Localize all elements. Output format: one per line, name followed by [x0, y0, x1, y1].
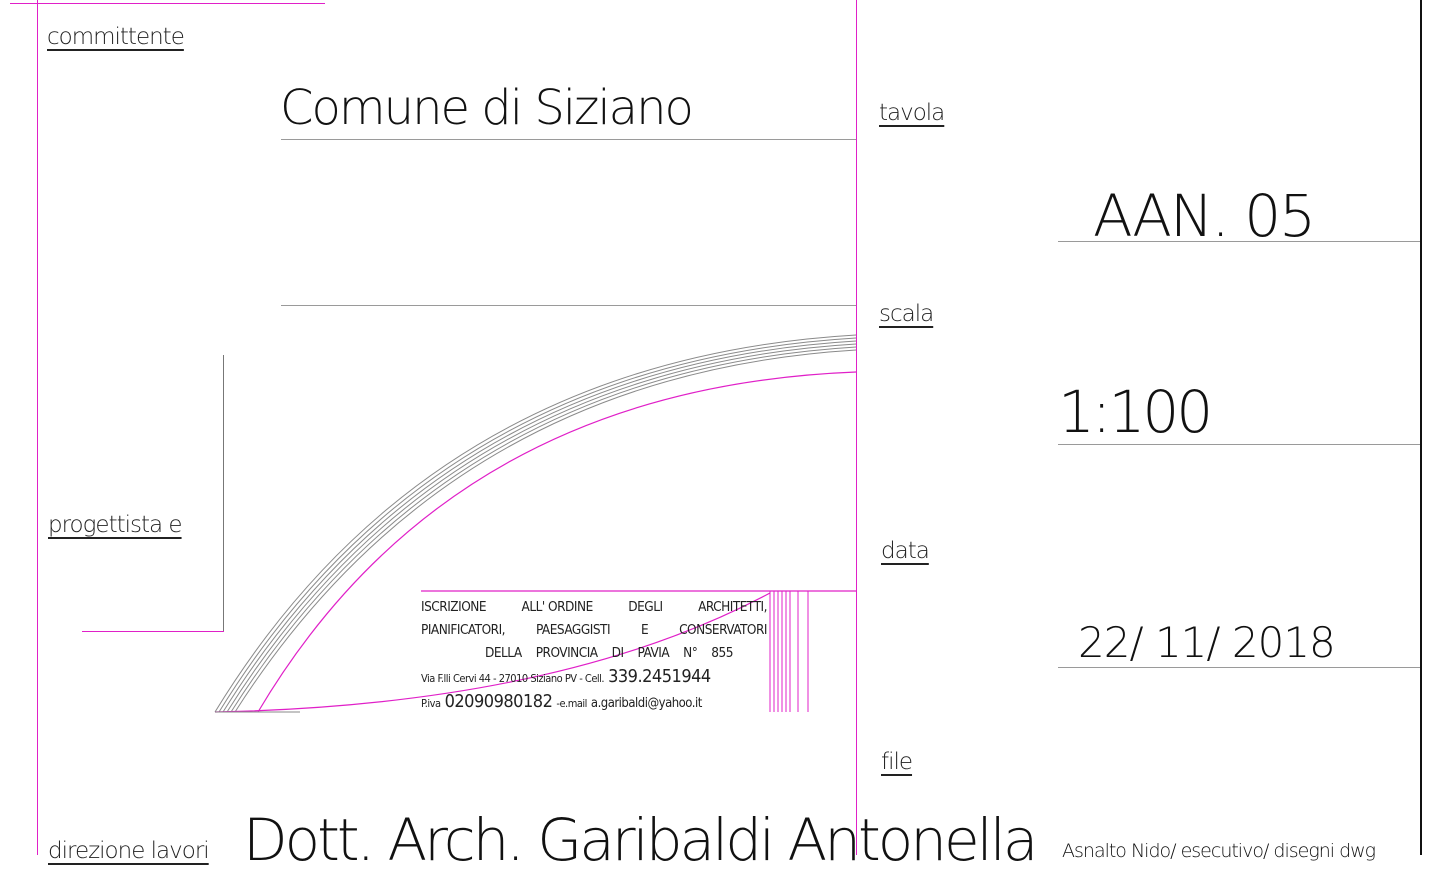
stamp-email-label: -e.mail — [556, 697, 587, 710]
progettista-label: progettista e — [48, 512, 183, 538]
stamp-arcs — [214, 334, 857, 713]
tavola-label: tavola — [879, 100, 945, 126]
stamp-line-3: DELLA PROVINCIA DI PAVIA N° 855 — [485, 645, 733, 661]
architect-stamp-text: ISCRIZIONE ALL' ORDINE DEGLI ARCHITETTI,… — [421, 596, 767, 715]
data-value: 22/ 11/ 2018 — [1078, 618, 1336, 667]
scala-label: scala — [879, 301, 934, 327]
stamp-line-2: PIANIFICATORI, PAESAGGISTI E CONSERVATOR… — [421, 622, 767, 638]
data-rule — [1058, 667, 1420, 668]
committente-rule — [281, 139, 856, 140]
stamp-piva-label: P.iva — [421, 697, 441, 710]
file-label: file — [881, 749, 913, 775]
tavola-value: AAN. 05 — [1093, 182, 1316, 250]
committente-rule-2 — [281, 305, 856, 306]
data-label: data — [881, 538, 930, 564]
stamp-arc-base — [214, 592, 771, 713]
stamp-vertical-bars — [769, 591, 809, 712]
stamp-arc-magenta — [257, 371, 857, 713]
frame-middle-line — [856, 0, 857, 855]
progettista-bracket-horizontal — [82, 631, 224, 632]
scala-value: 1:100 — [1058, 378, 1213, 446]
committente-label: committente — [47, 24, 185, 50]
stamp-line-1: ISCRIZIONE ALL' ORDINE DEGLI ARCHITETTI, — [421, 599, 767, 615]
scala-rule — [1058, 444, 1420, 445]
committente-value: Comune di Siziano — [280, 80, 694, 136]
stamp-piva-line: P.iva 02090980182 -e.mail a.garibaldi@ya… — [421, 690, 767, 715]
progettista-bracket-vertical — [223, 355, 224, 632]
frame-top-line — [10, 3, 325, 4]
frame-left-line — [37, 0, 38, 855]
stamp-piva: 02090980182 — [444, 691, 553, 712]
page-right-border — [1420, 0, 1422, 855]
stamp-email: a.garibaldi@yahoo.it — [590, 696, 702, 711]
architect-stamp-graphic — [214, 334, 857, 713]
stamp-address-line: Via F.lli Cervi 44 - 27010 Siziano PV - … — [421, 665, 767, 690]
stamp-cell: 339.2451944 — [608, 666, 711, 687]
tavola-rule — [1058, 241, 1420, 242]
stamp-address: Via F.lli Cervi 44 - 27010 Siziano PV - … — [421, 672, 605, 685]
